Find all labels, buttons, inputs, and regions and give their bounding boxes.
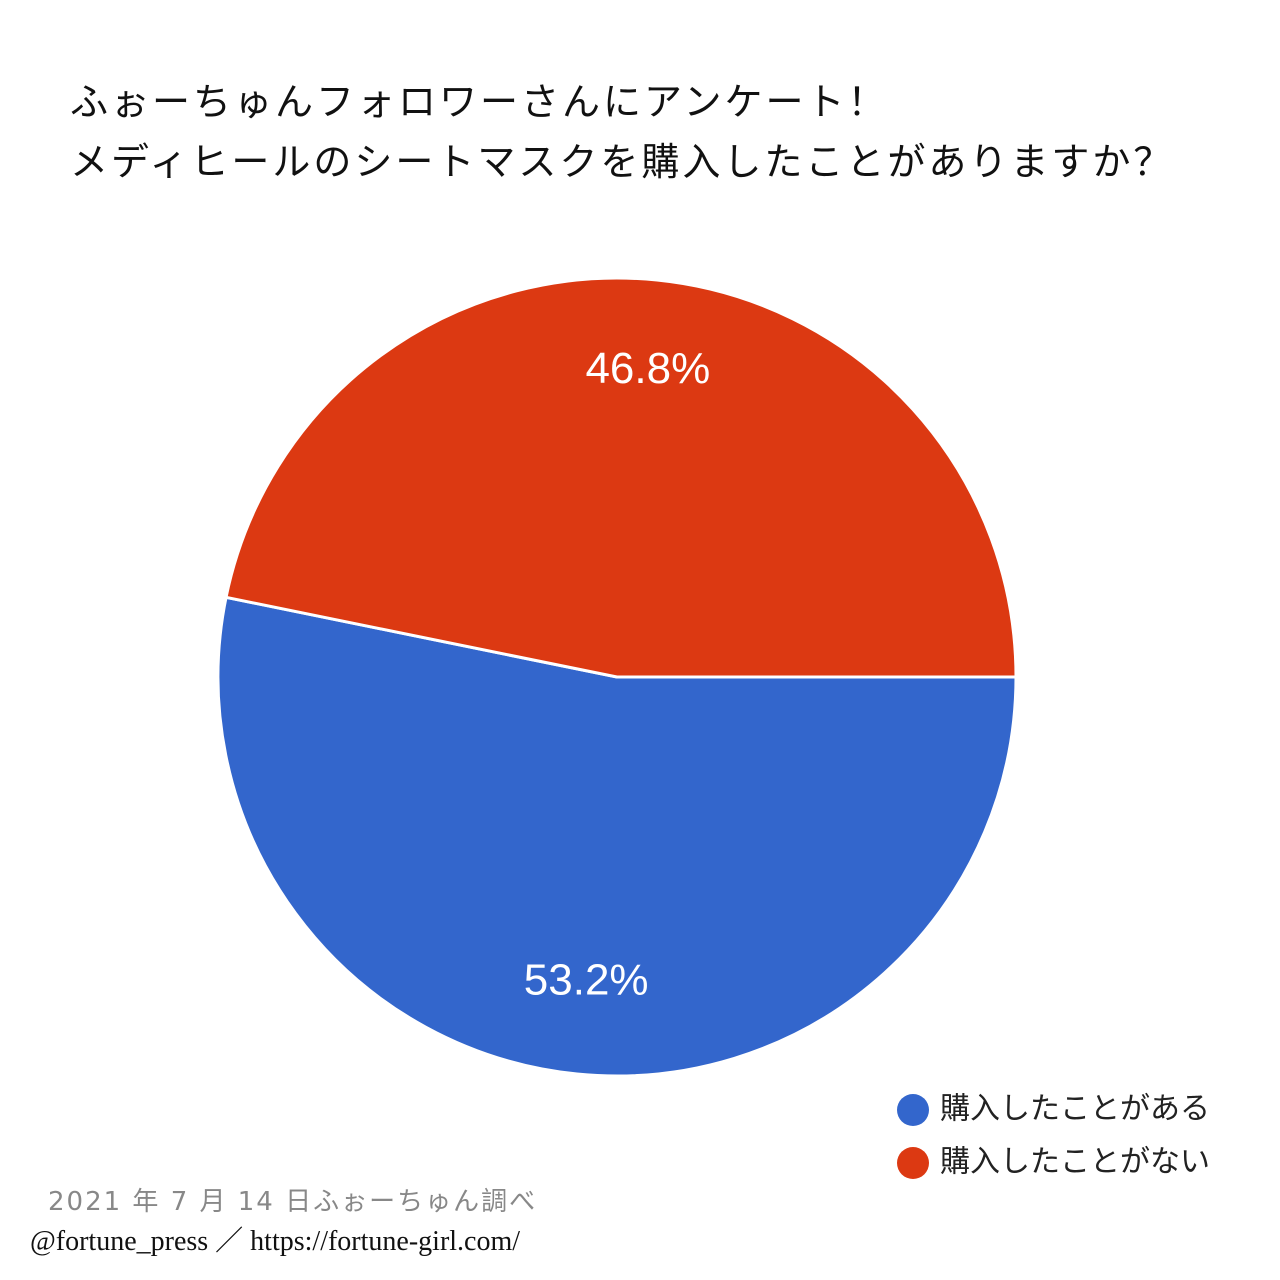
- chart-subtitle: メディヒールのシートマスクを購入したことがありますか？: [70, 140, 1174, 184]
- pie: 53.2% 46.8%: [216, 276, 1018, 1078]
- source: 2021 年 7 月 14 日ふぉーちゅん調べ: [48, 1187, 537, 1217]
- legend-label: 購入したことがある: [940, 1092, 1210, 1127]
- value-label: 46.8%: [585, 344, 710, 393]
- value-label: 53.2%: [524, 955, 649, 1004]
- legend-marker: [897, 1147, 929, 1179]
- legend-marker: [897, 1094, 929, 1126]
- legend-label: 購入したことがない: [940, 1145, 1210, 1180]
- pie-slice: [216, 595, 1018, 1078]
- chart-title: ふぉーちゅんフォロワーさんにアンケート！: [70, 80, 888, 124]
- credit: @fortune_press ／ https://fortune-girl.co…: [30, 1225, 520, 1257]
- pie-slice: [224, 276, 1018, 679]
